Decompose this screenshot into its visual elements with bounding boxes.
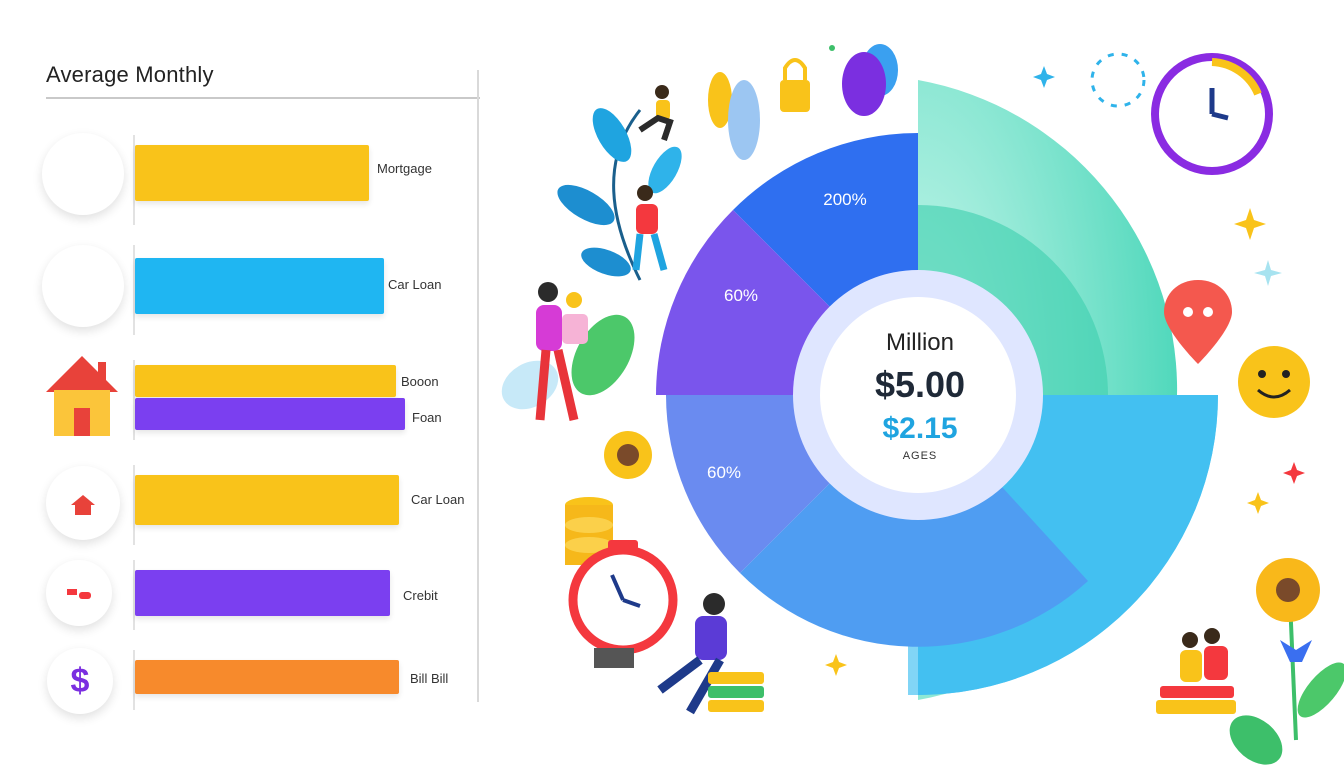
bar-mortgage	[135, 145, 369, 201]
location-pin-icon	[1164, 280, 1232, 364]
donut-center-value: $5.00	[874, 364, 966, 405]
panel-divider	[477, 70, 479, 702]
person-with-child-illustration	[501, 282, 635, 422]
slice-label: 200%	[823, 190, 866, 209]
bulb-illustration	[708, 72, 760, 160]
bar-label: Mortgage	[377, 161, 432, 176]
alarm-clock-icon	[568, 540, 678, 668]
bar-bill	[135, 660, 399, 694]
bar-label: Car Loan	[388, 277, 442, 292]
bar-axis-segment	[133, 135, 135, 225]
credit-card-icon	[46, 560, 112, 626]
dollar-icon: $	[42, 133, 124, 215]
donut-center-title: Million	[885, 329, 954, 356]
slice-label: 60%	[724, 286, 758, 305]
bar-foan	[135, 398, 405, 430]
smiley-icon	[1238, 346, 1310, 418]
plant-illustration	[557, 108, 682, 281]
dollar-icon: $	[47, 648, 113, 714]
donut-center-caption: AGES	[902, 450, 938, 462]
lock-icon	[780, 58, 810, 112]
sunflower-illustration	[1229, 558, 1344, 765]
bar-axis-segment	[133, 245, 135, 335]
balloon-illustration	[842, 44, 898, 116]
bar-car-loan-2	[135, 475, 399, 525]
dollar-icon: $	[42, 245, 124, 327]
donut-ring	[656, 80, 1218, 700]
coin-icon	[604, 431, 652, 479]
bar-car-loan	[135, 258, 384, 314]
bar-label: Bill Bill	[410, 671, 449, 686]
house-icon	[44, 352, 120, 440]
bar-axis-segment	[133, 360, 135, 440]
sparkle-decorations	[825, 45, 1305, 676]
couple-reading-illustration	[1156, 628, 1236, 714]
slice-labels: 200% 60% 60%	[707, 190, 867, 482]
bar-boon	[135, 365, 396, 397]
donut-center-subvalue: $2.15	[882, 412, 958, 445]
title-divider	[46, 97, 480, 99]
clock-icon	[1151, 53, 1273, 175]
donut-hole	[820, 297, 1016, 493]
bar-axis-segment	[133, 560, 135, 630]
bar-label: Foan	[412, 410, 442, 425]
donut-slice-sky	[740, 395, 1088, 647]
home-card-icon	[46, 466, 120, 540]
chart-title: Average Monthly	[46, 62, 214, 87]
bar-axis-segment	[133, 650, 135, 710]
person-illustration	[632, 85, 674, 271]
person-lifting-illustration	[657, 593, 764, 715]
bar-label: Crebit	[403, 588, 438, 603]
bar-axis-segment	[133, 465, 135, 545]
slice-label: 60%	[707, 463, 741, 482]
bar-label: Boοon	[401, 374, 439, 389]
bar-credit	[135, 570, 390, 616]
bar-label: Car Loan	[411, 492, 465, 507]
